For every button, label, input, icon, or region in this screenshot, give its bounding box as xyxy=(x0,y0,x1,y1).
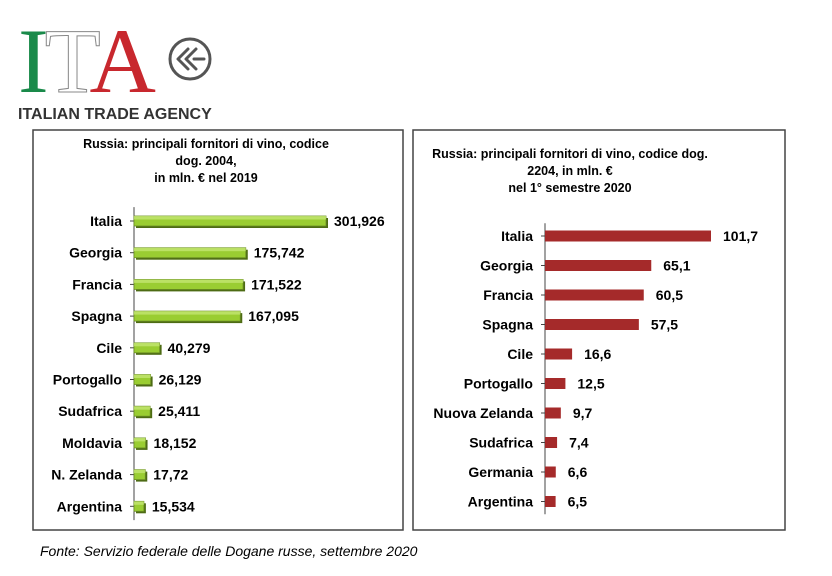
chart-title-line: nel 1° semestre 2020 xyxy=(508,181,631,195)
chart-title-line: in mln. € nel 2019 xyxy=(154,171,258,185)
bar-highlight xyxy=(134,501,144,505)
bar-highlight xyxy=(134,469,146,474)
category-label: Argentina xyxy=(468,494,534,510)
arrows-emblem-icon xyxy=(168,37,212,81)
value-label: 15,534 xyxy=(152,498,195,514)
value-label: 7,4 xyxy=(569,435,589,451)
category-label: Italia xyxy=(501,228,533,244)
value-label: 6,6 xyxy=(568,464,588,480)
category-label: Spagna xyxy=(71,308,122,324)
value-label: 12,5 xyxy=(577,376,604,392)
bar-highlight xyxy=(134,406,151,410)
bar-highlight xyxy=(134,311,241,315)
value-label: 301,926 xyxy=(334,213,385,229)
ita-logo: ITA ITALIAN TRADE AGENCY xyxy=(18,14,212,123)
value-label: 175,742 xyxy=(254,245,305,261)
bar xyxy=(545,378,566,389)
value-label: 57,5 xyxy=(651,317,678,333)
bar-highlight xyxy=(134,342,160,347)
chart-title-line: Russia: principali fornitori di vino, co… xyxy=(83,137,329,151)
value-label: 171,522 xyxy=(251,276,302,292)
bar xyxy=(545,230,711,242)
value-label: 16,6 xyxy=(584,346,611,362)
category-label: Georgia xyxy=(480,258,533,274)
value-label: 60,5 xyxy=(656,287,683,303)
bar-highlight xyxy=(134,279,244,283)
bar-highlight xyxy=(134,374,151,378)
value-label: 17,72 xyxy=(153,467,188,483)
category-label: N. Zelanda xyxy=(51,467,122,483)
category-label: Francia xyxy=(483,287,533,303)
category-label: Argentina xyxy=(57,498,123,514)
category-label: Spagna xyxy=(482,317,533,333)
chart-frame-left xyxy=(32,129,404,531)
bar xyxy=(545,260,652,271)
category-label: Georgia xyxy=(69,245,122,261)
bar xyxy=(545,437,558,448)
value-label: 65,1 xyxy=(663,258,690,274)
value-label: 40,279 xyxy=(168,340,211,356)
bar xyxy=(545,319,639,330)
chart-title-line: Russia: principali fornitori di vino, co… xyxy=(432,147,708,161)
chart-title-line: 2204, in mln. € xyxy=(527,164,613,178)
bar xyxy=(545,466,556,478)
logo-letters: ITA xyxy=(18,14,155,112)
chart-title-line: dog. 2004, xyxy=(175,154,236,168)
bar-highlight xyxy=(134,437,146,442)
bar-highlight xyxy=(134,216,326,220)
category-label: Sudafrica xyxy=(469,435,533,451)
bar xyxy=(545,348,573,360)
value-label: 9,7 xyxy=(573,405,593,421)
bar xyxy=(545,496,556,507)
source-note: Fonte: Servizio federale delle Dogane ru… xyxy=(40,543,418,559)
category-label: Cile xyxy=(507,346,533,362)
category-label: Moldavia xyxy=(62,435,122,451)
category-label: Italia xyxy=(90,213,122,229)
category-label: Francia xyxy=(72,276,122,292)
value-label: 25,411 xyxy=(158,403,200,419)
agency-name: ITALIAN TRADE AGENCY xyxy=(18,106,212,123)
bar xyxy=(545,289,644,301)
bar xyxy=(545,407,561,419)
category-label: Germania xyxy=(468,464,533,480)
category-label: Sudafrica xyxy=(58,403,122,419)
value-label: 101,7 xyxy=(723,228,758,244)
category-label: Nuova Zelanda xyxy=(433,405,533,421)
value-label: 167,095 xyxy=(248,308,299,324)
value-label: 18,152 xyxy=(154,435,197,451)
bar-highlight xyxy=(134,247,246,252)
value-label: 26,129 xyxy=(159,372,202,388)
value-label: 6,5 xyxy=(568,494,588,510)
category-label: Portogallo xyxy=(53,372,122,388)
category-label: Portogallo xyxy=(464,376,533,392)
category-label: Cile xyxy=(96,340,122,356)
